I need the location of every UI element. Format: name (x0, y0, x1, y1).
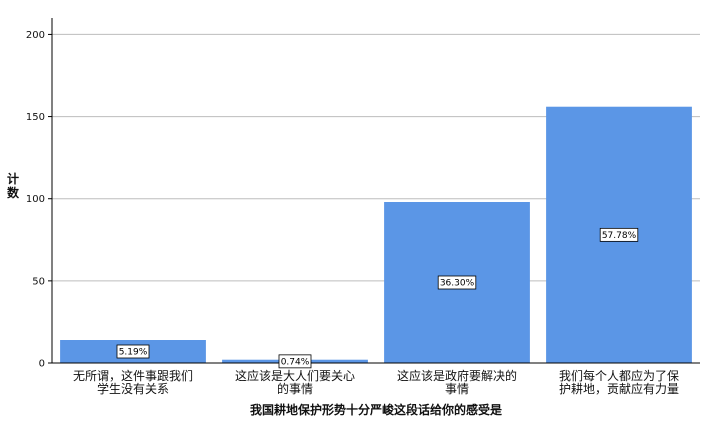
bars (60, 106, 692, 363)
x-axis-title: 我国耕地保护形势十分严峻这段话给你的感受是 (250, 402, 503, 417)
x-category-label-line: 这应该是政府要解决的 (397, 368, 517, 383)
x-category-label: 我们每个人都应为了保护耕地，贡献应有力量 (559, 368, 679, 396)
y-tick-label: 50 (32, 276, 45, 287)
x-category-label-line: 的事情 (277, 381, 313, 396)
x-category-label: 无所谓，这件事跟我们学生没有关系 (73, 368, 193, 396)
x-category-label-line: 护耕地，贡献应有力量 (559, 381, 679, 396)
data-label-box (599, 227, 639, 242)
data-label-box (437, 275, 477, 290)
data-label: 36.30% (440, 279, 475, 289)
x-category-label-line: 学生没有关系 (97, 381, 169, 396)
y-tick-label: 0 (39, 359, 45, 370)
axes (51, 18, 700, 364)
x-category-label-line: 无所谓，这件事跟我们 (73, 368, 193, 383)
y-tick-labels: 0 50 100 150 200 (26, 30, 52, 370)
x-category-label: 这应该是大人们要关心的事情 (235, 368, 355, 396)
data-label-box (278, 354, 312, 369)
x-category-label-line: 我们每个人都应为了保 (559, 368, 679, 383)
data-label: 57.78% (602, 231, 637, 241)
x-category-label-line: 这应该是大人们要关心 (235, 368, 355, 383)
y-tick-label: 150 (26, 112, 45, 123)
data-label-box (116, 344, 150, 359)
x-category-labels: 无所谓，这件事跟我们学生没有关系 这应该是大人们要关心的事情 这应该是政府要解决的事… (73, 368, 679, 396)
data-labels: 5.19% 0.74% 36.30% 57.78% (116, 227, 639, 369)
y-tick-label: 100 (26, 194, 45, 205)
y-axis-title: 计数 (7, 171, 20, 200)
x-category-label: 这应该是政府要解决的事情 (397, 368, 517, 396)
data-label: 5.19% (119, 348, 148, 358)
x-category-label-line: 事情 (445, 382, 469, 396)
y-tick-label: 200 (26, 30, 45, 41)
data-label: 0.74% (281, 358, 310, 368)
